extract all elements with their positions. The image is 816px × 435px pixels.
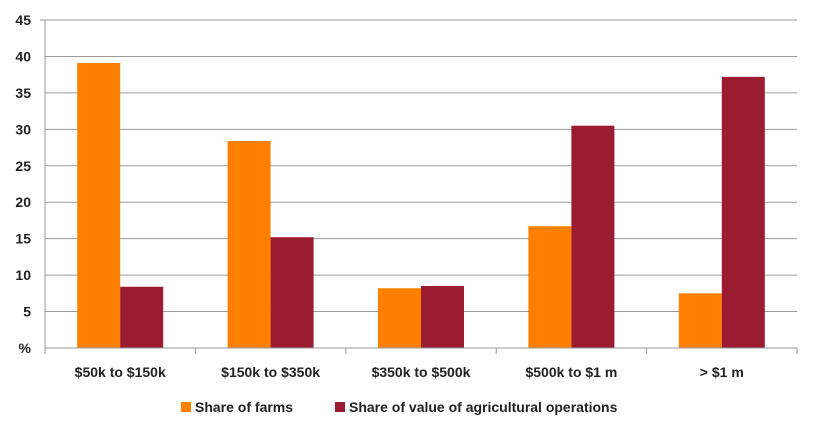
legend-swatch (181, 402, 191, 412)
bar-share-of-farms (77, 63, 121, 348)
y-tick-label: 40 (15, 48, 31, 64)
x-category-label: > $1 m (700, 364, 744, 380)
bar-share-of-value (421, 286, 464, 348)
bar-share-of-farms (528, 226, 572, 348)
bar-share-of-farms (378, 288, 421, 348)
bar-share-of-value (120, 286, 164, 348)
bar-share-of-value (571, 125, 615, 348)
bar-share-of-farms (227, 140, 271, 348)
y-tick-label: % (19, 340, 32, 356)
legend-label: Share of value of agricultural operation… (349, 399, 618, 415)
legend-swatch (335, 402, 345, 412)
bar-share-of-farms (678, 293, 722, 348)
y-tick-label: 45 (15, 12, 31, 28)
bar-share-of-value (270, 237, 314, 348)
bar-share-of-value (721, 76, 765, 348)
y-axis: % 5 10 15 20 25 30 35 40 45 (15, 12, 46, 356)
y-tick-label: 25 (15, 158, 31, 174)
x-category-label: $50k to $150k (75, 364, 166, 380)
y-tick-label: 20 (15, 194, 31, 210)
y-tick-label: 5 (23, 304, 31, 320)
legend-label: Share of farms (195, 399, 293, 415)
x-axis: $50k to $150k $150k to $350k $350k to $500… (44, 347, 798, 380)
y-tick-label: 30 (15, 121, 31, 137)
gridlines (45, 19, 797, 313)
y-tick-label: 35 (15, 85, 31, 101)
legend: Share of farms Share of value of agricult… (181, 399, 618, 415)
y-tick-label: 15 (15, 231, 31, 247)
x-category-label: $500k to $1 m (525, 364, 617, 380)
x-category-label: $150k to $350k (221, 364, 320, 380)
y-tick-label: 10 (15, 267, 31, 283)
x-category-label: $350k to $500k (372, 364, 471, 380)
bars (77, 63, 765, 348)
